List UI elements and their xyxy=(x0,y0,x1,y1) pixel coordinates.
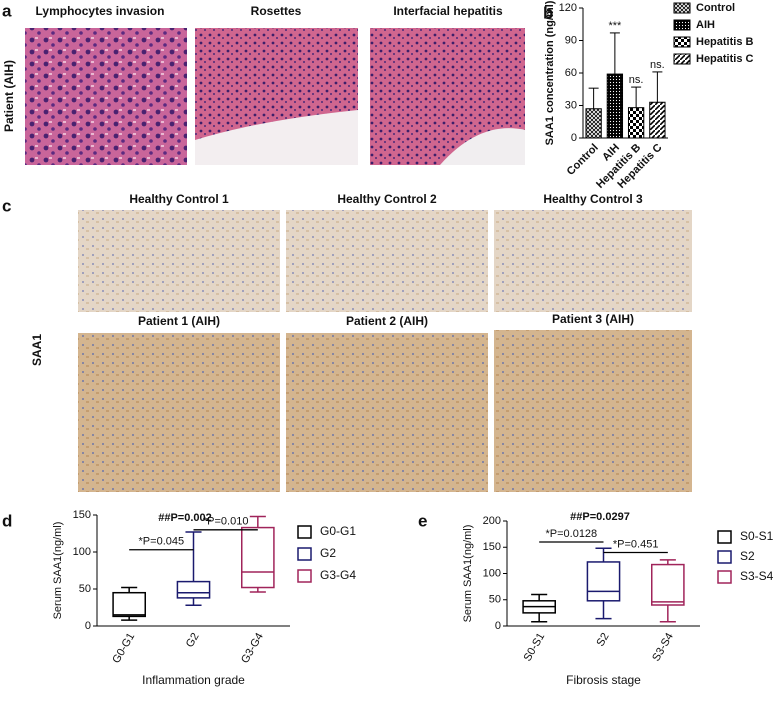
image-title: Patient 3 (AIH) xyxy=(552,312,634,326)
ihc-image xyxy=(286,210,488,312)
significance: ns. xyxy=(650,59,665,71)
image-title: Patient 2 (AIH) xyxy=(346,314,428,328)
comparison-label: *P=0.010 xyxy=(203,516,249,528)
row-label: Patient (AIH) xyxy=(2,60,16,132)
comparison-label: *P=0.451 xyxy=(613,538,659,550)
ihc-image xyxy=(286,333,488,492)
y-tick-label: 120 xyxy=(559,2,577,14)
y-tick-label: 150 xyxy=(73,509,91,521)
y-tick-label: 90 xyxy=(565,34,577,46)
legend-swatch xyxy=(297,525,312,539)
legend-swatch xyxy=(673,36,691,48)
image-title: Healthy Control 2 xyxy=(337,192,437,206)
panel-label: e xyxy=(418,511,427,530)
row-label: SAA1 xyxy=(30,334,44,366)
x-tick-label: G2 xyxy=(184,631,202,650)
legend-label: G0-G1 xyxy=(320,524,356,538)
legend-label: G3-G4 xyxy=(320,568,356,582)
legend-swatch xyxy=(673,19,691,31)
image-detail xyxy=(440,128,525,165)
histology-image xyxy=(25,28,187,165)
comparison-label: *P=0.045 xyxy=(139,536,185,548)
y-tick-label: 30 xyxy=(565,99,577,111)
legend-label: Control xyxy=(696,2,735,14)
x-tick-label: S0-S1 xyxy=(522,631,548,663)
y-tick-label: 50 xyxy=(79,583,91,595)
legend-label: Hepatitis C xyxy=(696,53,754,65)
significance: ns. xyxy=(629,74,644,86)
legend-swatch xyxy=(297,547,312,561)
x-axis-label: Fibrosis stage xyxy=(566,673,641,687)
legend-swatch xyxy=(717,530,732,544)
image-title: Healthy Control 1 xyxy=(129,192,229,206)
box xyxy=(112,591,147,618)
box xyxy=(586,561,621,602)
y-tick-label: 0 xyxy=(85,620,91,632)
ihc-image xyxy=(78,333,280,492)
x-tick-label: Control xyxy=(565,142,601,178)
image-title: Patient 1 (AIH) xyxy=(138,314,220,328)
y-axis-label: SAA1 concentration (ng/ml) xyxy=(544,0,556,145)
legend-swatch xyxy=(717,550,732,564)
image-title: Lymphocytes invasion xyxy=(36,4,165,18)
image-detail xyxy=(195,110,358,165)
legend-swatch xyxy=(717,570,732,584)
y-axis-label: Serum SAA1(ng/ml) xyxy=(52,522,64,620)
comparison-label: *P=0.0128 xyxy=(545,528,597,540)
legend-label: AIH xyxy=(696,19,715,31)
y-tick-label: 60 xyxy=(565,67,577,79)
legend-swatch xyxy=(297,569,312,583)
box xyxy=(651,563,685,606)
legend-label: G2 xyxy=(320,546,336,560)
legend-label: S0-S1 xyxy=(740,529,774,543)
ihc-image xyxy=(494,210,692,312)
legend-label: Hepatitis B xyxy=(696,36,754,48)
panel-label: d xyxy=(2,511,12,530)
legend-swatch xyxy=(673,2,691,14)
bar xyxy=(606,73,624,139)
x-axis-label: Inflammation grade xyxy=(142,673,245,687)
bar xyxy=(627,107,645,139)
y-tick-label: 150 xyxy=(483,541,501,553)
chart-title: ##P=0.0297 xyxy=(570,511,630,523)
y-axis-label: Serum SAA1(ng/ml) xyxy=(462,525,474,623)
ihc-image xyxy=(78,210,280,312)
y-tick-label: 0 xyxy=(495,620,501,632)
x-tick-label: G0-G1 xyxy=(110,631,137,666)
bar xyxy=(649,101,666,139)
legend-label: S2 xyxy=(740,549,755,563)
x-tick-label: S2 xyxy=(594,631,611,649)
box xyxy=(241,526,275,589)
x-tick-label: S3-S4 xyxy=(650,631,676,663)
panel-label: b xyxy=(543,3,553,22)
box xyxy=(176,580,211,599)
y-tick-label: 100 xyxy=(483,567,501,579)
legend-swatch xyxy=(673,53,691,65)
panel-label: a xyxy=(2,1,12,20)
image-title: Interfacial hepatitis xyxy=(393,4,503,18)
y-tick-label: 0 xyxy=(571,132,577,144)
ihc-image xyxy=(494,330,692,492)
bar xyxy=(585,108,602,139)
x-tick-label: G3-G4 xyxy=(239,631,266,666)
chart-title: ##P=0.002 xyxy=(158,512,212,524)
y-tick-label: 200 xyxy=(483,515,501,527)
y-tick-label: 100 xyxy=(73,546,91,558)
legend-label: S3-S4 xyxy=(740,569,774,583)
y-tick-label: 50 xyxy=(489,594,501,606)
significance: *** xyxy=(608,20,622,32)
image-title: Rosettes xyxy=(251,4,302,18)
panel-label: c xyxy=(2,196,11,215)
image-title: Healthy Control 3 xyxy=(543,192,643,206)
